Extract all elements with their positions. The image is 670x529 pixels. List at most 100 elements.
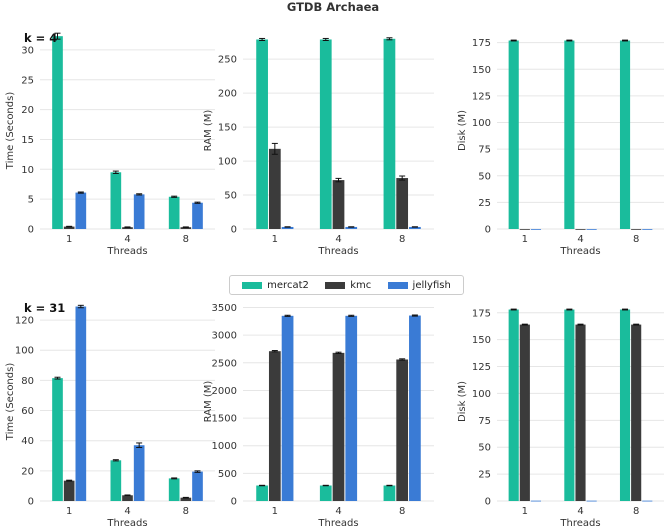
bar-mercat2-8 — [383, 38, 396, 229]
y-tick-label: 0 — [28, 497, 34, 508]
y-tick-label: 2500 — [212, 358, 237, 369]
bar-mercat2-1 — [52, 36, 63, 229]
x-axis-label: Threads — [559, 518, 600, 529]
x-tick-label: 4 — [124, 234, 130, 245]
x-tick-label: 8 — [399, 234, 405, 245]
x-tick-label: 1 — [272, 506, 278, 517]
bar-kmc-8 — [396, 359, 409, 501]
y-tick-label: 1500 — [212, 414, 237, 425]
bar-kmc-4 — [332, 180, 345, 229]
bar-jellyfish-8 — [409, 315, 421, 501]
y-tick-label: 0 — [231, 225, 237, 236]
x-tick-label: 1 — [522, 234, 528, 245]
bar-mercat2-4 — [319, 485, 332, 501]
y-tick-label: 100 — [218, 157, 237, 168]
bar-mercat2-1 — [508, 309, 519, 501]
bar-mercat2-8 — [168, 196, 180, 229]
y-tick-label: 25 — [478, 198, 491, 209]
x-tick-label: 8 — [183, 234, 189, 245]
bar-jellyfish-1 — [530, 229, 542, 230]
x-tick-label: 4 — [335, 234, 341, 245]
y-tick-label: 3000 — [212, 331, 237, 342]
bar-kmc-1 — [268, 351, 281, 501]
bar-kmc-1 — [268, 148, 281, 229]
x-axis-label: Threads — [559, 246, 600, 257]
x-tick-label: 1 — [66, 506, 72, 517]
x-tick-label: 4 — [577, 506, 583, 517]
y-tick-label: 120 — [15, 316, 34, 327]
bar-jellyfish-1 — [530, 500, 542, 502]
bar-jellyfish-4 — [345, 226, 358, 229]
x-tick-label: 4 — [577, 234, 583, 245]
legend-item-jellyfish: jellyfish — [387, 279, 451, 291]
y-tick-label: 150 — [218, 123, 237, 134]
bar-kmc-8 — [180, 227, 192, 229]
bar-mercat2-4 — [564, 309, 575, 501]
y-tick-label: 75 — [478, 416, 491, 427]
chart-panel-6: 0 25 50 75 100 125 150 175 1 4 8 Threads Disk (M) — [457, 308, 664, 529]
y-axis-label: Disk (M) — [457, 110, 468, 151]
legend-swatch — [242, 281, 263, 289]
bar-jellyfish-1 — [281, 315, 294, 501]
bar-mercat2-1 — [256, 485, 268, 501]
y-tick-label: 100 — [472, 118, 491, 129]
bar-kmc-8 — [396, 178, 409, 229]
bar-kmc-8 — [631, 229, 642, 230]
bar-kmc-1 — [519, 324, 530, 501]
y-tick-label: 0 — [485, 225, 491, 236]
y-tick-label: 10 — [21, 165, 34, 176]
legend-swatch — [325, 281, 346, 289]
chart-panel-3: 0 25 50 75 100 125 150 175 1 4 8 Threads Disk (M) — [457, 38, 664, 257]
y-tick-label: 40 — [21, 436, 34, 447]
y-tick-label: 15 — [21, 135, 34, 146]
bar-mercat2-8 — [619, 309, 631, 501]
chart-panel-5: 0 500 1000 1500 2000 2500 3000 3500 1 4 8 Threads RA… — [203, 303, 434, 529]
bar-kmc-1 — [63, 480, 75, 501]
bar-kmc-4 — [122, 227, 133, 229]
x-tick-label: 1 — [522, 506, 528, 517]
bar-jellyfish-8 — [642, 500, 653, 502]
y-tick-label: 2000 — [212, 386, 237, 397]
bar-jellyfish-8 — [192, 202, 203, 229]
bar-kmc-8 — [180, 497, 192, 501]
bar-jellyfish-8 — [642, 229, 653, 230]
y-tick-label: 0 — [28, 225, 34, 236]
y-tick-label: 80 — [21, 376, 34, 387]
y-tick-label: 175 — [472, 38, 491, 49]
bar-kmc-1 — [63, 226, 75, 229]
x-tick-label: 8 — [633, 234, 639, 245]
bar-jellyfish-1 — [75, 306, 87, 501]
y-tick-label: 0 — [485, 497, 491, 508]
y-tick-label: 50 — [478, 171, 491, 182]
legend-label: mercat2 — [267, 279, 309, 291]
x-axis-label: Threads — [317, 246, 358, 257]
bar-mercat2-4 — [319, 39, 332, 229]
bar-kmc-4 — [122, 495, 133, 501]
y-axis-label: Disk (M) — [457, 381, 468, 422]
x-tick-label: 4 — [335, 506, 341, 517]
bar-jellyfish-4 — [133, 445, 145, 501]
bar-mercat2-8 — [383, 485, 396, 501]
y-tick-label: 20 — [21, 466, 34, 477]
legend-item-kmc: kmc — [325, 280, 371, 291]
y-axis-label: RAM (M) — [203, 110, 214, 152]
chart-panel-4: 0 20 40 60 80 100 120 1 4 8 Threads Time (Seconds) k… — [5, 301, 215, 529]
row-label: k = 4 — [24, 31, 57, 45]
y-tick-label: 125 — [472, 91, 491, 102]
bar-kmc-1 — [519, 229, 530, 230]
y-tick-label: 200 — [218, 89, 237, 100]
y-tick-label: 25 — [21, 75, 34, 86]
x-tick-label: 4 — [124, 506, 130, 517]
x-tick-label: 8 — [633, 506, 639, 517]
y-tick-label: 100 — [15, 346, 34, 357]
bar-mercat2-4 — [564, 40, 575, 229]
chart-panel-2: 0 50 100 150 200 250 1 4 8 Threads RAM (M) — [203, 37, 434, 257]
legend-item-mercat2: mercat2 — [242, 280, 309, 291]
y-tick-label: 3500 — [212, 303, 237, 314]
y-tick-label: 1000 — [212, 441, 237, 452]
legend-label: jellyfish — [412, 279, 451, 291]
y-tick-label: 0 — [231, 497, 237, 508]
bar-jellyfish-8 — [409, 226, 421, 229]
y-axis-label: Time (Seconds) — [5, 363, 16, 442]
